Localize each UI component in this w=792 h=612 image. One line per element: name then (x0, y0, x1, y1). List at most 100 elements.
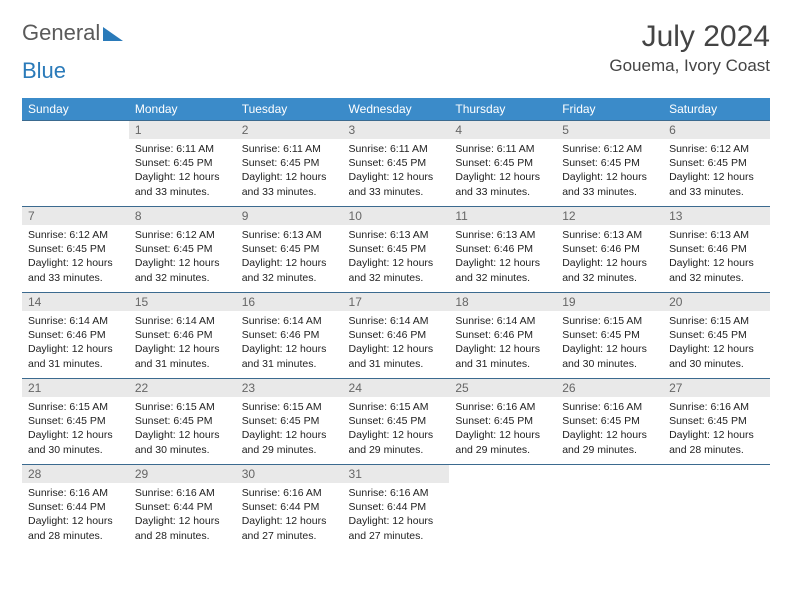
day-detail-line: Sunrise: 6:14 AM (28, 314, 123, 328)
day-detail-line: Daylight: 12 hours (242, 342, 337, 356)
day-detail-line: Daylight: 12 hours (455, 170, 550, 184)
day-detail-line: Sunset: 6:46 PM (349, 328, 444, 342)
day-number: 29 (129, 465, 236, 483)
day-number: 26 (556, 379, 663, 397)
day-detail-line: Sunrise: 6:15 AM (242, 400, 337, 414)
day-number: 1 (129, 121, 236, 139)
day-detail-line: and 31 minutes. (349, 357, 444, 371)
day-detail-line: Sunrise: 6:12 AM (562, 142, 657, 156)
month-title: July 2024 (609, 20, 770, 54)
day-detail-line: and 28 minutes. (669, 443, 764, 457)
day-detail-line: Sunset: 6:45 PM (28, 414, 123, 428)
day-detail-line: Sunset: 6:45 PM (349, 156, 444, 170)
calendar-week-row: 28Sunrise: 6:16 AMSunset: 6:44 PMDayligh… (22, 465, 770, 551)
day-number: 2 (236, 121, 343, 139)
day-detail-line: and 33 minutes. (669, 185, 764, 199)
calendar-day-cell: 25Sunrise: 6:16 AMSunset: 6:45 PMDayligh… (449, 379, 556, 465)
day-detail-line: Daylight: 12 hours (455, 342, 550, 356)
day-detail-line: and 27 minutes. (349, 529, 444, 543)
logo-triangle-icon (103, 27, 123, 41)
weekday-header: Friday (556, 98, 663, 121)
day-details: Sunrise: 6:16 AMSunset: 6:44 PMDaylight:… (22, 483, 129, 547)
day-details: Sunrise: 6:16 AMSunset: 6:45 PMDaylight:… (663, 397, 770, 461)
day-details: Sunrise: 6:15 AMSunset: 6:45 PMDaylight:… (556, 311, 663, 375)
logo-text-1: General (22, 20, 100, 46)
day-details (22, 125, 129, 132)
day-detail-line: Daylight: 12 hours (349, 170, 444, 184)
day-detail-line: Daylight: 12 hours (242, 514, 337, 528)
day-detail-line: Sunset: 6:45 PM (562, 414, 657, 428)
day-details: Sunrise: 6:16 AMSunset: 6:44 PMDaylight:… (236, 483, 343, 547)
day-number: 6 (663, 121, 770, 139)
day-detail-line: Sunset: 6:45 PM (669, 328, 764, 342)
day-detail-line: Sunset: 6:44 PM (242, 500, 337, 514)
day-number: 27 (663, 379, 770, 397)
calendar-day-cell: 10Sunrise: 6:13 AMSunset: 6:45 PMDayligh… (343, 207, 450, 293)
calendar-table: Sunday Monday Tuesday Wednesday Thursday… (22, 98, 770, 551)
day-detail-line: Sunset: 6:45 PM (455, 156, 550, 170)
day-number: 7 (22, 207, 129, 225)
day-detail-line: Sunset: 6:45 PM (349, 242, 444, 256)
day-detail-line: and 31 minutes. (135, 357, 230, 371)
day-detail-line: Sunrise: 6:11 AM (455, 142, 550, 156)
day-detail-line: Daylight: 12 hours (135, 428, 230, 442)
weekday-header: Wednesday (343, 98, 450, 121)
day-details: Sunrise: 6:15 AMSunset: 6:45 PMDaylight:… (129, 397, 236, 461)
day-detail-line: Sunset: 6:44 PM (349, 500, 444, 514)
calendar-day-cell: 27Sunrise: 6:16 AMSunset: 6:45 PMDayligh… (663, 379, 770, 465)
day-detail-line: Sunset: 6:45 PM (28, 242, 123, 256)
day-detail-line: Sunrise: 6:11 AM (242, 142, 337, 156)
day-detail-line: Sunset: 6:46 PM (242, 328, 337, 342)
day-details: Sunrise: 6:12 AMSunset: 6:45 PMDaylight:… (129, 225, 236, 289)
day-details: Sunrise: 6:14 AMSunset: 6:46 PMDaylight:… (449, 311, 556, 375)
day-detail-line: and 33 minutes. (28, 271, 123, 285)
day-details: Sunrise: 6:11 AMSunset: 6:45 PMDaylight:… (236, 139, 343, 203)
day-detail-line: Daylight: 12 hours (135, 256, 230, 270)
day-detail-line: Daylight: 12 hours (349, 256, 444, 270)
day-detail-line: Sunset: 6:45 PM (135, 156, 230, 170)
day-number: 15 (129, 293, 236, 311)
day-detail-line: and 32 minutes. (242, 271, 337, 285)
weekday-header: Thursday (449, 98, 556, 121)
day-detail-line: Sunset: 6:45 PM (135, 414, 230, 428)
day-detail-line: and 32 minutes. (562, 271, 657, 285)
calendar-day-cell: 2Sunrise: 6:11 AMSunset: 6:45 PMDaylight… (236, 121, 343, 207)
day-detail-line: and 31 minutes. (242, 357, 337, 371)
day-detail-line: Daylight: 12 hours (669, 428, 764, 442)
day-detail-line: Sunset: 6:46 PM (28, 328, 123, 342)
day-number: 5 (556, 121, 663, 139)
day-detail-line: Sunrise: 6:12 AM (28, 228, 123, 242)
day-detail-line: Sunset: 6:45 PM (455, 414, 550, 428)
calendar-day-cell (449, 465, 556, 551)
day-details: Sunrise: 6:13 AMSunset: 6:46 PMDaylight:… (556, 225, 663, 289)
day-number: 4 (449, 121, 556, 139)
calendar-week-row: 21Sunrise: 6:15 AMSunset: 6:45 PMDayligh… (22, 379, 770, 465)
day-detail-line: Sunrise: 6:15 AM (28, 400, 123, 414)
day-detail-line: and 27 minutes. (242, 529, 337, 543)
weekday-header: Tuesday (236, 98, 343, 121)
day-detail-line: Sunrise: 6:14 AM (135, 314, 230, 328)
calendar-day-cell: 17Sunrise: 6:14 AMSunset: 6:46 PMDayligh… (343, 293, 450, 379)
day-detail-line: Daylight: 12 hours (28, 514, 123, 528)
day-detail-line: Daylight: 12 hours (455, 428, 550, 442)
day-details: Sunrise: 6:16 AMSunset: 6:45 PMDaylight:… (449, 397, 556, 461)
day-detail-line: and 30 minutes. (135, 443, 230, 457)
day-detail-line: and 32 minutes. (669, 271, 764, 285)
day-number: 18 (449, 293, 556, 311)
day-number: 28 (22, 465, 129, 483)
day-details: Sunrise: 6:11 AMSunset: 6:45 PMDaylight:… (129, 139, 236, 203)
calendar-day-cell: 5Sunrise: 6:12 AMSunset: 6:45 PMDaylight… (556, 121, 663, 207)
calendar-body: 1Sunrise: 6:11 AMSunset: 6:45 PMDaylight… (22, 121, 770, 551)
day-detail-line: Sunrise: 6:13 AM (669, 228, 764, 242)
day-details (556, 469, 663, 476)
day-details: Sunrise: 6:11 AMSunset: 6:45 PMDaylight:… (449, 139, 556, 203)
day-detail-line: and 29 minutes. (562, 443, 657, 457)
day-detail-line: Sunset: 6:45 PM (242, 156, 337, 170)
day-detail-line: Daylight: 12 hours (28, 428, 123, 442)
day-detail-line: and 31 minutes. (455, 357, 550, 371)
day-detail-line: Daylight: 12 hours (349, 514, 444, 528)
day-detail-line: and 33 minutes. (242, 185, 337, 199)
calendar-day-cell (663, 465, 770, 551)
calendar-week-row: 14Sunrise: 6:14 AMSunset: 6:46 PMDayligh… (22, 293, 770, 379)
day-details: Sunrise: 6:13 AMSunset: 6:46 PMDaylight:… (449, 225, 556, 289)
